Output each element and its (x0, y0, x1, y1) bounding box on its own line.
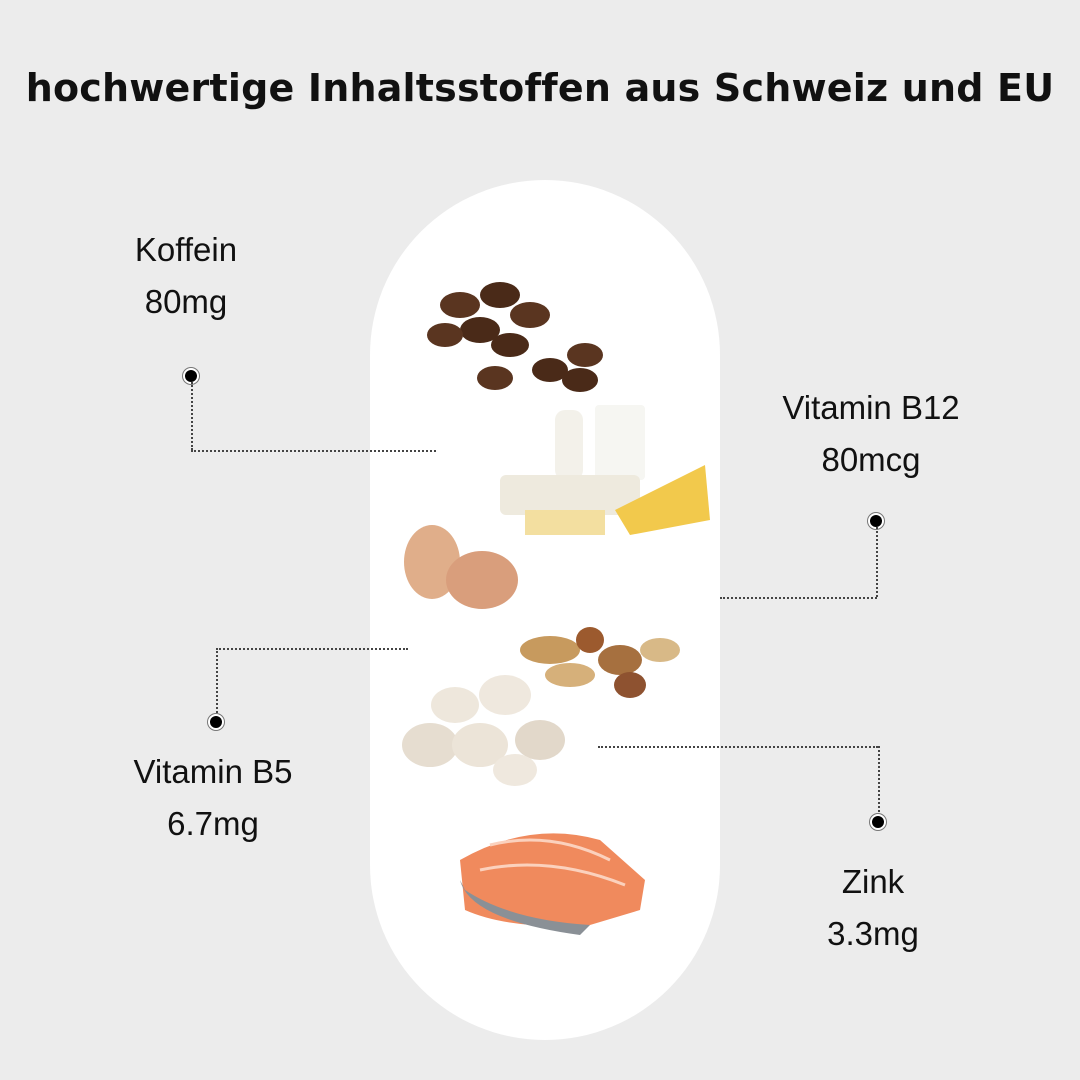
connector-dot (872, 816, 884, 828)
connector-line (876, 527, 878, 597)
connector-line (191, 382, 193, 450)
salmon-image (460, 833, 645, 935)
ingredient-amount: 6.7mg (167, 805, 259, 842)
mushrooms-image (402, 675, 565, 786)
food-illustrations (402, 282, 710, 935)
ingredient-amount: 80mg (144, 283, 228, 320)
ingredient-label-koffein: Koffein 80mg (56, 224, 316, 328)
connector-line (216, 648, 408, 650)
ingredient-label-vitamin-b12: Vitamin B12 80mcg (741, 382, 1001, 486)
ingredient-amount: 80mcg (821, 441, 921, 478)
connector-line (720, 597, 877, 599)
coffee-beans-image (427, 282, 603, 392)
connector-line (216, 648, 218, 716)
connector-line (191, 450, 436, 452)
ingredient-amount: 3.3mg (827, 915, 919, 952)
dairy-image (500, 405, 710, 535)
connector-line (878, 746, 880, 816)
nuts-image (520, 627, 680, 698)
connector-dot (185, 370, 197, 382)
ingredient-name: Zink (841, 863, 905, 900)
ingredient-name: Koffein (134, 231, 238, 268)
connector-line (598, 746, 878, 748)
ingredient-name: Vitamin B12 (782, 389, 960, 426)
ingredient-label-vitamin-b5: Vitamin B5 6.7mg (83, 746, 343, 850)
connector-dot (210, 716, 222, 728)
connector-dot (870, 515, 882, 527)
ingredient-name: Vitamin B5 (133, 753, 293, 790)
page-title: hochwertige Inhaltsstoffen aus Schweiz u… (25, 66, 1055, 110)
eggs-image (404, 525, 518, 609)
ingredient-label-zink: Zink 3.3mg (743, 856, 1003, 960)
